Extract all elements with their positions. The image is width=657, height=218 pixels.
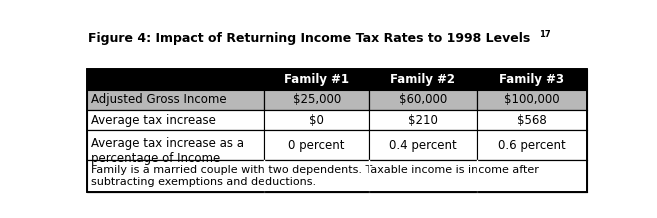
Bar: [264, 110, 369, 131]
Bar: [87, 131, 264, 160]
Text: 0.6 percent: 0.6 percent: [498, 139, 566, 152]
Bar: [477, 69, 587, 90]
Text: Adjusted Gross Income: Adjusted Gross Income: [91, 93, 226, 106]
Bar: [87, 69, 587, 192]
Bar: [477, 90, 587, 110]
Bar: [264, 69, 369, 90]
Text: $25,000: $25,000: [292, 93, 341, 106]
Bar: [369, 131, 477, 160]
Text: Family #3: Family #3: [499, 73, 564, 86]
Text: $568: $568: [517, 114, 547, 127]
Text: $210: $210: [408, 114, 438, 127]
Text: Family #2: Family #2: [390, 73, 455, 86]
Bar: [264, 131, 369, 160]
Bar: [369, 69, 477, 90]
Bar: [87, 69, 264, 90]
Bar: [87, 90, 264, 110]
Text: 0.4 percent: 0.4 percent: [389, 139, 457, 152]
Text: Average tax increase as a
percentage of Income: Average tax increase as a percentage of …: [91, 137, 244, 165]
Text: 17: 17: [539, 30, 551, 39]
Text: $100,000: $100,000: [504, 93, 560, 106]
Text: $0: $0: [309, 114, 324, 127]
Bar: [369, 90, 477, 110]
Text: 0 percent: 0 percent: [288, 139, 345, 152]
Bar: [87, 69, 587, 192]
Text: Figure 4: Impact of Returning Income Tax Rates to 1998 Levels: Figure 4: Impact of Returning Income Tax…: [88, 32, 531, 44]
Bar: [87, 110, 264, 131]
Bar: [87, 160, 587, 192]
Text: Family #1: Family #1: [284, 73, 350, 86]
Bar: [264, 90, 369, 110]
Text: Average tax increase: Average tax increase: [91, 114, 215, 127]
Bar: [477, 131, 587, 160]
Bar: [369, 110, 477, 131]
Text: $60,000: $60,000: [399, 93, 447, 106]
Bar: [477, 110, 587, 131]
Text: Family is a married couple with two dependents. Taxable income is income after
s: Family is a married couple with two depe…: [91, 165, 539, 187]
